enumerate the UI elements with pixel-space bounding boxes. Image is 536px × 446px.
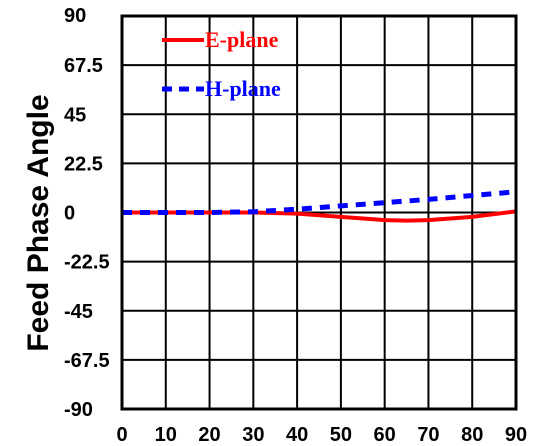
- y-tick-label: 67.5: [64, 55, 103, 77]
- y-tick-label: 22.5: [64, 153, 103, 175]
- y-tick-label: 45: [64, 104, 86, 126]
- legend-label: E-plane: [205, 27, 279, 52]
- x-tick-label: 60: [374, 424, 396, 446]
- legend-label: H-plane: [205, 76, 281, 101]
- x-tick-label: 20: [198, 424, 220, 446]
- y-tick-label: 0: [64, 203, 75, 225]
- legend: E-plane H-plane: [162, 27, 281, 101]
- series-lines: [122, 189, 517, 223]
- plot-frame: [120, 14, 518, 411]
- series-line-h-plane: [122, 189, 517, 215]
- x-tick-label: 90: [505, 424, 527, 446]
- x-tick-label: 30: [242, 424, 264, 446]
- x-tick-label: 70: [417, 424, 439, 446]
- y-tick-labels: 90 67.5 45 22.5 0 -22.5 -45 -67.5 -90: [64, 5, 110, 421]
- x-tick-label: 80: [461, 424, 483, 446]
- y-axis-label: Feed Phase Angle: [22, 94, 55, 351]
- x-tick-label: 0: [116, 424, 127, 446]
- x-tick-label: 10: [155, 424, 177, 446]
- y-tick-label: -22.5: [64, 252, 110, 274]
- x-tick-label: 40: [286, 424, 308, 446]
- y-tick-label: -45: [64, 301, 93, 323]
- y-tick-label: -67.5: [64, 350, 110, 372]
- x-tick-labels: 0 10 20 30 40 50 60 70 80 90: [116, 424, 527, 446]
- x-tick-label: 50: [330, 424, 352, 446]
- y-tick-label: -90: [64, 399, 93, 421]
- y-tick-label: 90: [64, 5, 86, 27]
